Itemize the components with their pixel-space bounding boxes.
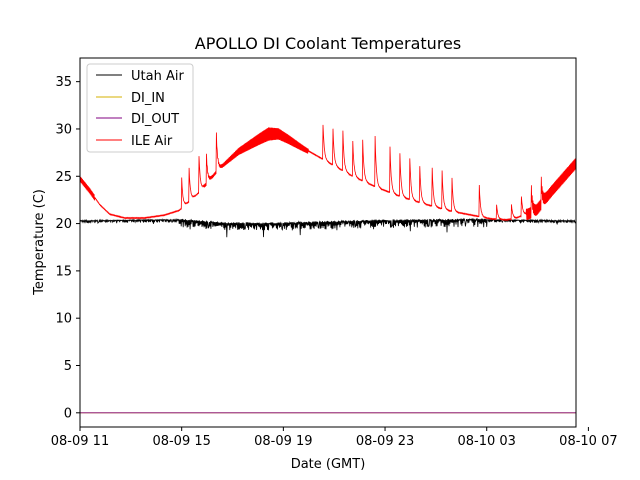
legend: Utah Air DI_IN DI_OUT ILE Air: [86, 63, 194, 153]
y-tick-label: 20: [55, 217, 72, 232]
series-line-ile-air: [80, 124, 576, 222]
x-tick-label: 08-09 23: [356, 434, 414, 449]
y-axis-label: Temperature (C): [32, 189, 47, 296]
y-tick-label: 25: [55, 170, 72, 185]
y-tick-label: 15: [55, 264, 72, 279]
legend-label-di-in: DI_IN: [131, 91, 165, 106]
x-tick-label: 08-10 03: [457, 434, 515, 449]
legend-box: [86, 63, 194, 153]
y-tick-label: 10: [55, 312, 72, 327]
x-tick-label: 08-09 11: [51, 434, 109, 449]
legend-label-di-out: DI_OUT: [131, 112, 179, 127]
x-tick-label: 08-09 15: [152, 434, 210, 449]
x-tick-label: 08-10 07: [559, 434, 617, 449]
x-tick-label: 08-09 19: [254, 434, 312, 449]
tick-layer: 0 5 10 15 20 25 30 35 08-09 11 08-09 15 08-09 19 08…: [51, 75, 618, 449]
chart-title: APOLLO DI Coolant Temperatures: [195, 34, 461, 53]
series-layer: [80, 124, 576, 414]
legend-label-ile-air: ILE Air: [131, 134, 173, 149]
y-tick-label: 35: [55, 75, 72, 90]
x-axis-label: Date (GMT): [291, 457, 366, 472]
y-tick-label: 5: [64, 359, 72, 374]
legend-label-utah-air: Utah Air: [131, 69, 184, 84]
plot-frame: [79, 57, 577, 428]
y-tick-label: 30: [55, 122, 72, 137]
series-line-utah-air: [80, 217, 576, 238]
y-tick-label: 0: [64, 406, 72, 421]
